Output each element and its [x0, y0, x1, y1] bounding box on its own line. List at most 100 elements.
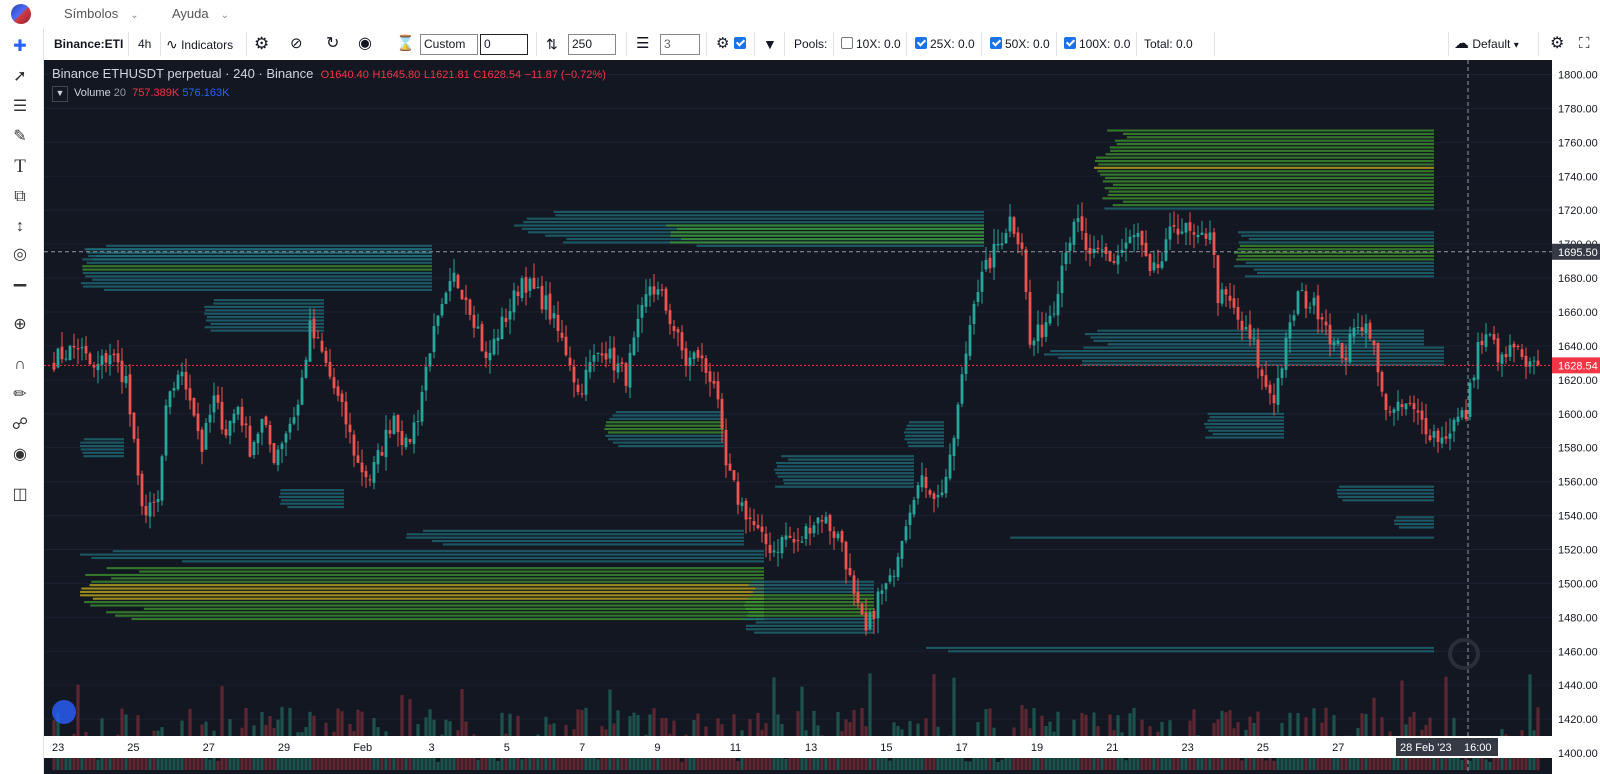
candle-body [640, 304, 644, 318]
settings-icon[interactable]: ⚙ [1550, 35, 1565, 52]
magnet-icon[interactable]: ∩ [14, 356, 26, 373]
target-icon[interactable]: ◎ [13, 246, 27, 263]
brush-icon[interactable]: ✎ [13, 128, 27, 145]
pool-50x-checkbox[interactable]: 50X: 0.0 [990, 28, 1050, 60]
time-axis-bg [44, 736, 1552, 758]
depth-input[interactable]: 250 [568, 28, 616, 60]
heatmap-cell [670, 231, 984, 234]
divider [784, 32, 785, 56]
candle-body [452, 272, 456, 282]
candle-body [1264, 375, 1268, 387]
levels-input[interactable]: 3 [660, 28, 700, 60]
custom-select[interactable]: Custom [420, 28, 478, 60]
refresh-icon[interactable]: ↻ [326, 35, 340, 52]
zoom-in-icon[interactable]: ⊕ [13, 316, 27, 333]
candle-body [316, 337, 320, 339]
candle-body [836, 533, 840, 539]
heatmap-cell [181, 560, 765, 563]
eye-icon[interactable]: ◉ [13, 446, 27, 463]
settings-sun-icon[interactable]: ⚙ [254, 34, 270, 53]
candle-body [540, 285, 544, 310]
candle-body [820, 520, 824, 522]
symbol-search[interactable]: Binance:ETI [54, 37, 124, 51]
volume-bar [412, 755, 416, 770]
candle-body [536, 286, 540, 288]
candle-body [556, 314, 560, 332]
candle-body [188, 388, 192, 401]
price-chart[interactable]: 1400.00 1420.00 1440.00 1460.00 1480.00 1500.… [44, 60, 1600, 774]
fullscreen-icon[interactable]: ⛶ [1579, 35, 1590, 52]
ruler-icon[interactable]: ▔ [13, 286, 27, 303]
price-tick-label: 1780.00 [1558, 103, 1598, 115]
candle-body [1232, 298, 1236, 308]
trash-icon[interactable]: ◫ [12, 486, 28, 503]
candle-body [952, 437, 956, 457]
candle-body [972, 303, 976, 324]
palette-icon[interactable]: ◉ [358, 35, 372, 52]
interval-button[interactable]: 4h [138, 37, 152, 51]
candle-body [1088, 247, 1092, 254]
menu-ayuda[interactable]: Ayuda ⌄ [172, 6, 229, 21]
time-axis[interactable]: 23 25 27 29 Feb 3 5 7 9 11 13 15 17 19 21 23 25 27 28 Feb … [44, 736, 1552, 758]
heatmap-cell [80, 590, 764, 593]
heatmap-cell [1337, 495, 1434, 498]
volume-bar [708, 758, 712, 770]
menu-simbolos[interactable]: Símbolos ⌄ [64, 6, 139, 21]
candle-body [1004, 233, 1008, 244]
filter-icon[interactable]: ▼ [763, 36, 777, 52]
volume-bar [320, 749, 324, 770]
heatmap-cell [745, 624, 874, 627]
heatmap-cell [1244, 275, 1434, 278]
candle-body [100, 355, 104, 365]
prediction-tool-icon[interactable]: ↕ [16, 218, 24, 235]
pattern-tool-icon[interactable]: ⧉ [14, 188, 26, 205]
heatmap-cell [131, 618, 764, 621]
heatmap-cell [112, 550, 764, 553]
robot-checkbox[interactable] [734, 28, 749, 60]
candle-body [1096, 247, 1100, 250]
menu-simbolos-label: Símbolos [64, 6, 119, 21]
price-axis[interactable]: 1400.00 1420.00 1440.00 1460.00 1480.00 1500.… [1552, 60, 1600, 774]
volume-bar [1340, 753, 1344, 770]
heatmap-cell [1212, 433, 1284, 436]
candle-body [560, 332, 564, 338]
candle-body [684, 348, 688, 366]
indicators-button[interactable]: ∿ Indicators [166, 28, 233, 60]
trend-line-icon[interactable]: ➚ [13, 68, 27, 85]
fib-tool-icon[interactable]: ☰ [12, 98, 28, 115]
candle-body [708, 371, 712, 382]
candle-body [676, 329, 680, 333]
collapse-chevron-icon[interactable]: ▼ [52, 86, 68, 102]
volume-value-1: 757.389K [132, 87, 180, 99]
heatmap-cell [106, 567, 764, 570]
pool-25x-checkbox[interactable]: 25X: 0.0 [915, 28, 975, 60]
candle-body [568, 357, 572, 366]
candle-body [1012, 217, 1016, 234]
volume-bar [1124, 760, 1128, 770]
text-tool-icon[interactable]: T [14, 156, 26, 177]
heatmap-cell [612, 414, 724, 417]
candle-body [624, 363, 628, 386]
heatmap-cell [281, 499, 344, 502]
hourglass-icon[interactable]: ⌛ [396, 35, 415, 52]
candle-body [484, 351, 488, 358]
layout-select[interactable]: ☁ Default ▾ [1454, 28, 1519, 60]
pool-100x-checkbox[interactable]: 100X: 0.0 [1064, 28, 1130, 60]
heatmap-cell [1236, 258, 1434, 261]
custom-value-input[interactable]: 0 [480, 28, 528, 60]
candle-body [128, 374, 132, 415]
levels-value: 3 [660, 34, 700, 56]
candle-body [292, 417, 296, 424]
heatmap-cell [1095, 156, 1434, 159]
candle-body [388, 430, 392, 434]
candle-body [344, 401, 348, 425]
candle-body [1052, 313, 1056, 315]
heatmap-cell [280, 502, 344, 505]
volume-bar [944, 757, 948, 770]
lock-icon[interactable]: ☍ [11, 416, 29, 433]
pool-10x-checkbox[interactable]: 10X: 0.0 [841, 28, 901, 60]
volume-bar [876, 749, 880, 770]
hide-eye-icon[interactable]: ⊘ [290, 35, 303, 52]
lock-drawing-icon[interactable]: ✏ [13, 386, 27, 403]
crosshair-icon[interactable]: ✚ [13, 38, 27, 55]
